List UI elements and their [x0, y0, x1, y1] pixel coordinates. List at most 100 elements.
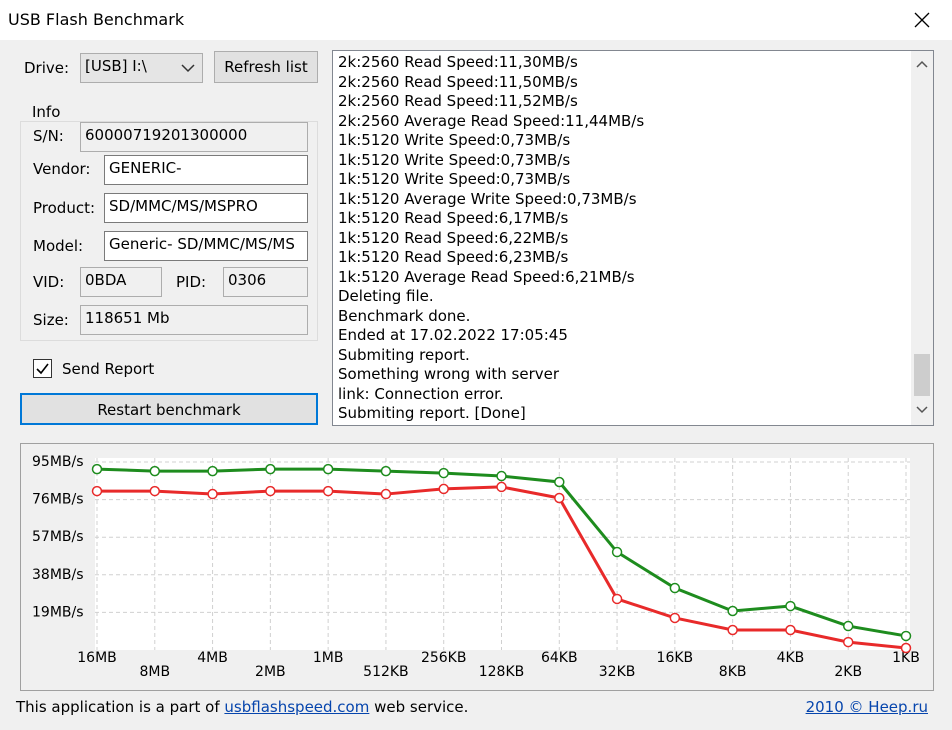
point — [842, 636, 854, 648]
x-tick-label: 2KB — [834, 664, 862, 680]
y-tick-label: 95MB/s — [32, 454, 84, 470]
x-tick-label: 512KB — [363, 664, 409, 680]
field-label: Model: — [33, 237, 84, 255]
log-line: 1k:5120 Read Speed:6,22MB/s — [338, 228, 569, 247]
footer-before: This application is a part of — [16, 698, 220, 716]
x-tick-label: 2MB — [255, 664, 286, 680]
point — [496, 470, 507, 482]
x-tick-label: 16KB — [657, 650, 694, 666]
x-tick-label: 64KB — [541, 650, 578, 666]
scroll-up[interactable] — [916, 59, 928, 69]
x-tick-label: 4KB — [777, 650, 805, 666]
point — [265, 463, 276, 475]
point — [380, 488, 392, 500]
x-tick-label: 32KB — [599, 664, 636, 680]
x-tick-label: 4MB — [197, 650, 228, 666]
field-value: 0306 — [223, 267, 308, 297]
x-tick-label: 1MB — [313, 650, 344, 666]
point — [554, 476, 565, 488]
log-box: 2k:2560 Read Speed:11,30MB/s 2k:2560 Read… — [332, 50, 934, 426]
point — [727, 605, 738, 617]
log-line: 1k:5120 Average Read Speed:6,21MB/s — [338, 267, 635, 286]
scrollbar[interactable] — [911, 51, 933, 425]
speed-chart: 19MB/s 38MB/s 57MB/s 76MB/s 95MB/s 16MB 8MB 4MB… — [20, 443, 934, 691]
refresh-button[interactable]: Refresh list — [214, 51, 318, 83]
field-value: 118651 Mb — [80, 305, 308, 335]
field-value: 0BDA — [80, 267, 162, 297]
point — [785, 624, 796, 636]
point — [438, 483, 449, 495]
point — [91, 485, 103, 497]
log-line: Submiting report. — [338, 345, 470, 364]
footer-link[interactable]: usbflashspeed.com — [224, 698, 370, 716]
point — [149, 465, 161, 477]
scroll-thumb[interactable] — [914, 354, 930, 396]
field-value: Generic- SD/MMC/MS/MS — [104, 231, 308, 261]
log-line: Ended at 17.02.2022 17:05:45 — [338, 326, 568, 344]
log-line: Benchmark done. — [338, 306, 471, 325]
log-line: 2k:2560 Read Speed:11,30MB/s — [338, 53, 578, 71]
point — [207, 488, 218, 500]
y-tick-label: 19MB/s — [32, 604, 84, 620]
point — [149, 485, 161, 497]
point — [611, 546, 623, 558]
point — [265, 485, 276, 497]
info-group-label: Info — [30, 103, 63, 121]
y-tick-label: 38MB/s — [32, 567, 84, 583]
log-line: 1k:5120 Write Speed:0,73MB/s — [338, 150, 571, 169]
point — [611, 593, 623, 605]
point — [842, 620, 854, 632]
info-group — [20, 121, 318, 341]
log-line: 1k:5120 Write Speed:0,73MB/s — [338, 170, 571, 188]
point — [669, 582, 681, 594]
scroll-down[interactable] — [916, 405, 928, 415]
field-label: PID: — [176, 273, 207, 291]
drive-label: Drive: — [24, 59, 70, 77]
x-tick-label: 1KB — [892, 650, 920, 666]
field-label: VID: — [33, 273, 65, 291]
log-lines: 2k:2560 Read Speed:11,30MB/s 2k:2560 Read… — [338, 53, 644, 424]
field-value: SD/MMC/MS/MSPRO — [104, 193, 308, 223]
field-label: Product: — [33, 199, 96, 217]
x-tick-label: 256KB — [421, 650, 467, 666]
send-report-label: Send Report — [62, 360, 155, 378]
point — [438, 467, 449, 479]
field-label: Vendor: — [33, 160, 91, 178]
drive-dropdown[interactable]: [USB] I:\ — [80, 53, 203, 83]
log-line: link: Connection error. — [338, 384, 504, 403]
point — [207, 465, 218, 477]
log-line: Submiting report. [Done] — [338, 404, 526, 422]
close-button[interactable] — [912, 10, 932, 30]
point — [91, 463, 103, 475]
y-tick-label: 76MB/s — [32, 492, 84, 508]
point — [322, 463, 334, 475]
log-line: 1k:5120 Read Speed:6,17MB/s — [338, 209, 569, 227]
field-value: GENERIC- — [104, 155, 308, 185]
restart-button[interactable]: Restart benchmark — [20, 393, 318, 425]
drive-value: [USB] I:\ — [85, 57, 147, 75]
field-value: 60000719201300000 — [80, 122, 308, 152]
point — [900, 642, 912, 654]
title-bar — [0, 0, 952, 40]
credit-link[interactable]: 2010 © Heep.ru — [805, 698, 928, 716]
point — [322, 485, 334, 497]
point — [554, 492, 565, 504]
point — [785, 600, 796, 612]
x-tick-label: 16MB — [77, 650, 117, 666]
log-line: 2k:2560 Read Speed:11,50MB/s — [338, 72, 578, 91]
log-line: 1k:5120 Average Write Speed:0,73MB/s — [338, 189, 637, 208]
field-label: S/N: — [33, 127, 64, 145]
log-line: 1k:5120 Read Speed:6,23MB/s — [338, 248, 569, 266]
x-tick-label: 8KB — [719, 664, 747, 680]
window-title: USB Flash Benchmark — [8, 10, 185, 29]
field-label: Size: — [33, 311, 69, 329]
point — [727, 624, 738, 636]
point — [900, 630, 912, 642]
log-line: 2k:2560 Average Read Speed:11,44MB/s — [338, 111, 645, 130]
x-tick-label: 128KB — [479, 664, 525, 680]
point — [496, 481, 507, 493]
log-line: 1k:5120 Write Speed:0,73MB/s — [338, 131, 571, 149]
send-report-checkbox[interactable] — [33, 359, 53, 379]
y-tick-label: 57MB/s — [32, 529, 84, 545]
